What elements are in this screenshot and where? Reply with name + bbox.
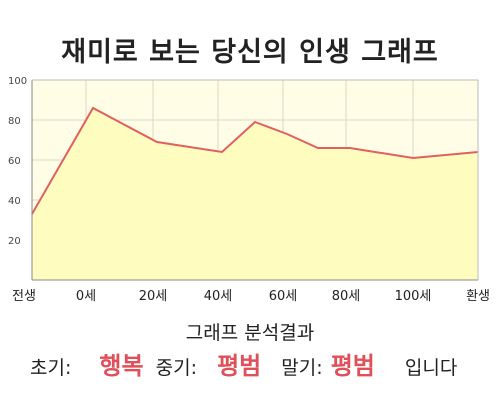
x-tick-label: 40세 xyxy=(204,289,233,304)
late-value: 평범 xyxy=(330,352,375,380)
late-label: 말기: xyxy=(281,357,323,379)
x-tick-label: 60세 xyxy=(269,289,298,304)
area-chart: 20 40 60 80 100 전생 0세 20세 40세 60세 80세 100세 환생 xyxy=(8,76,490,304)
result-heading: 그래프 분석결과 xyxy=(185,322,315,344)
series-line xyxy=(31,106,479,215)
chart-title: 재미로 보는 당신의 인생 그래프 xyxy=(61,37,439,68)
y-tick-label: 100 xyxy=(8,76,27,87)
result-line: 초기: 행복 중기: 평범 말기: 평범 입니다 xyxy=(30,346,480,381)
y-tick-label: 20 xyxy=(8,236,21,247)
y-tick-label: 40 xyxy=(8,196,21,207)
x-tick-label: 0세 xyxy=(76,289,96,304)
x-tick-label: 20세 xyxy=(139,289,168,304)
y-tick-label: 80 xyxy=(8,116,21,127)
middle-label: 중기: xyxy=(155,357,198,379)
early-value: 행복 xyxy=(99,352,144,380)
result-suffix: 입니다 xyxy=(404,357,458,379)
middle-value: 평범 xyxy=(217,352,262,380)
x-tick-label: 전생 xyxy=(12,289,36,304)
y-tick-label: 60 xyxy=(8,156,21,167)
x-tick-label: 100세 xyxy=(395,289,432,304)
x-tick-label: 80세 xyxy=(332,289,361,304)
early-label: 초기: xyxy=(30,357,72,379)
x-tick-label: 환생 xyxy=(466,289,490,304)
